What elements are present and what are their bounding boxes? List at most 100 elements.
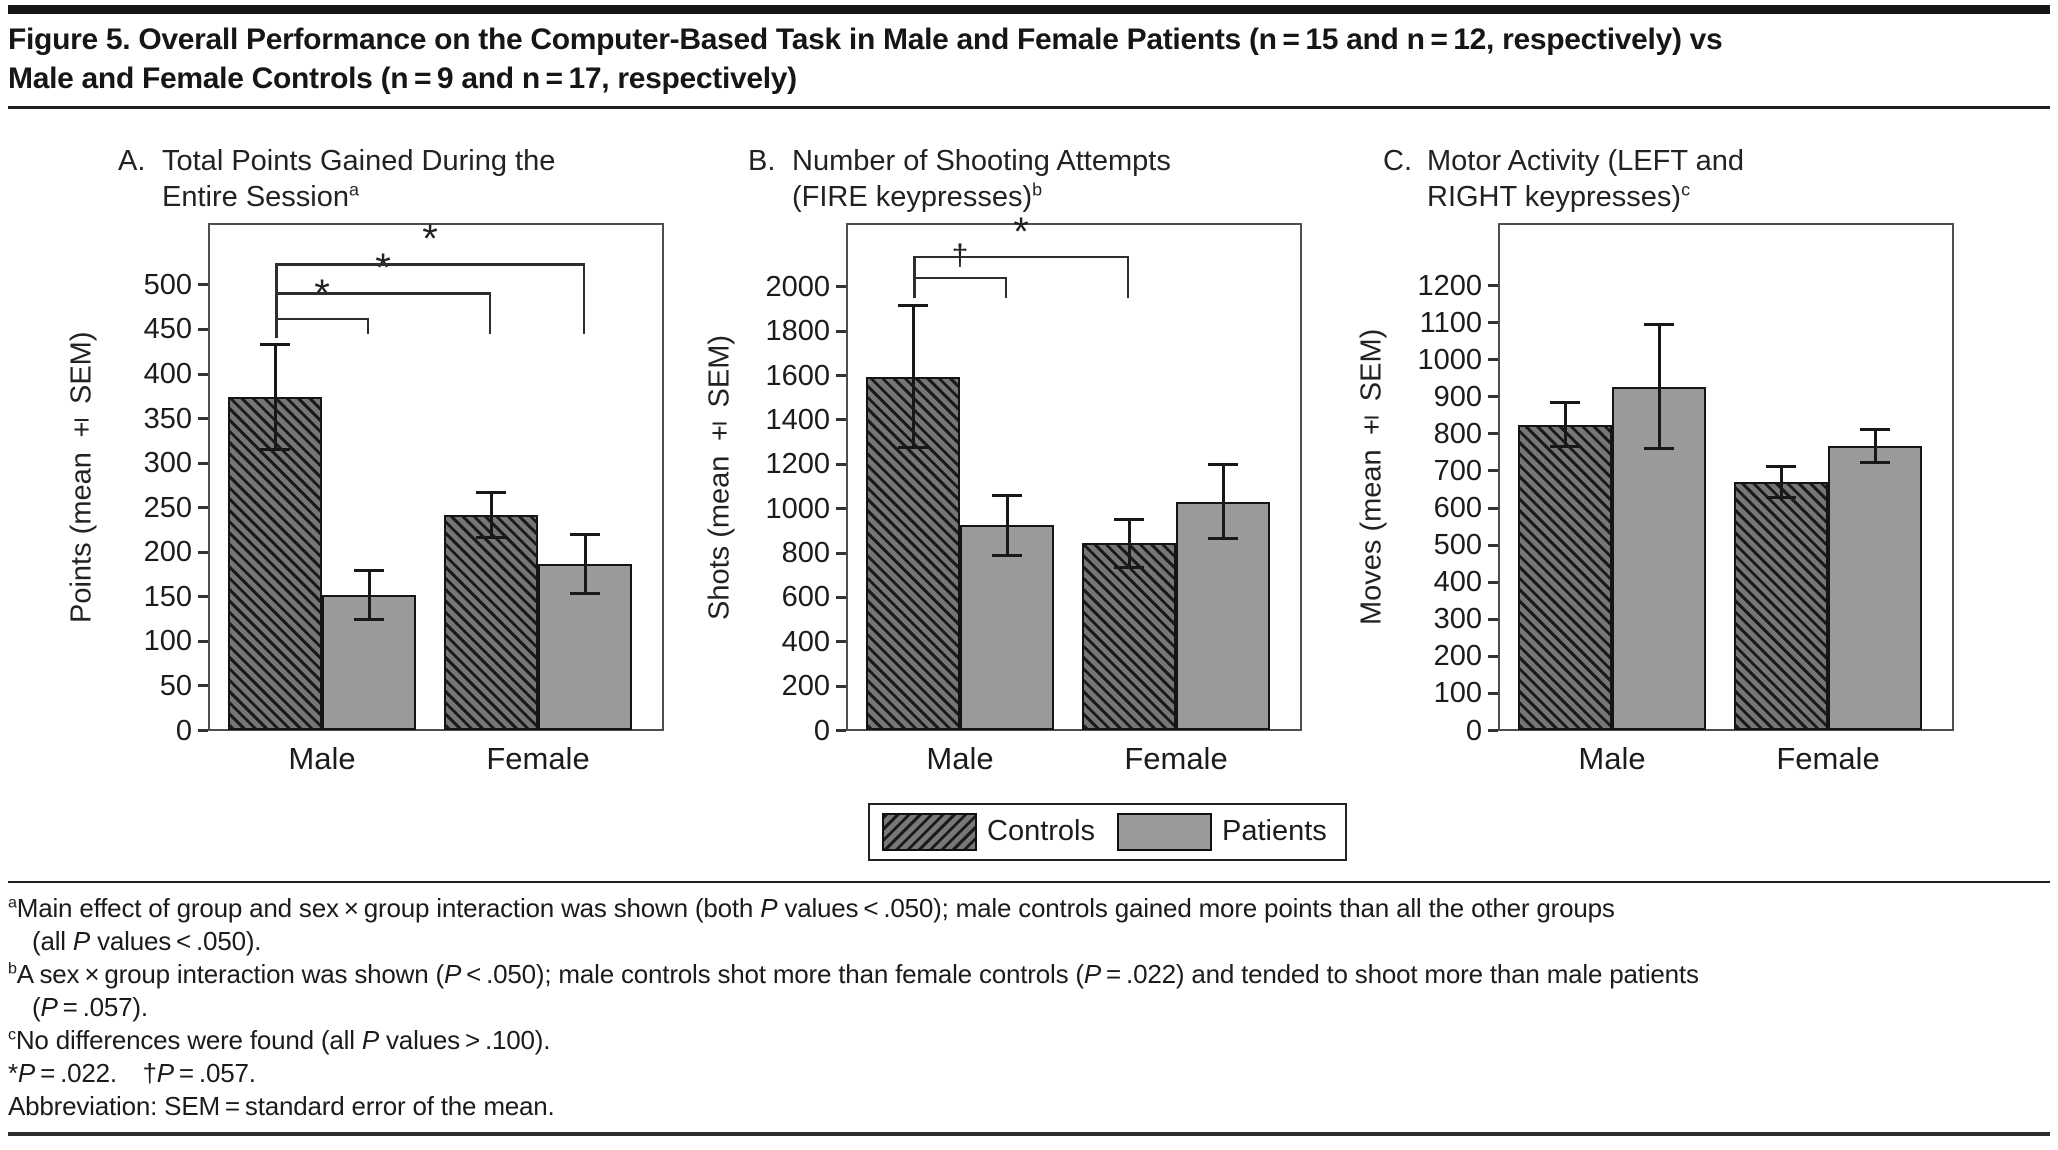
error-bar-male-controls-b-cap-top [898, 304, 928, 308]
error-bar-female-patients-c [1873, 429, 1877, 463]
sig-bracket-a-0-right [366, 317, 369, 334]
y-tick-a [198, 550, 208, 554]
panel-c-y-axis-label: Moves (mean ± SEM) [1355, 328, 1388, 625]
error-bar-female-patients-a [583, 534, 587, 594]
legend: Controls Patients [868, 802, 1347, 861]
error-bar-male-controls-a-cap-bottom [260, 448, 290, 452]
y-tick-a [198, 417, 208, 421]
error-bar-female-patients-b [1221, 464, 1225, 539]
error-bar-female-controls-c-cap-top [1766, 464, 1796, 468]
y-tick-b [836, 285, 846, 289]
y-tick-label-a: 450 [143, 313, 192, 346]
y-tick-a [198, 639, 208, 643]
footnote-symbols: *P = .022. †P = .057. [8, 1058, 256, 1088]
y-tick-label-a: 200 [143, 536, 192, 569]
error-bar-male-patients-a-cap-bottom [354, 617, 384, 621]
y-tick-a [198, 327, 208, 331]
bar-male-controls-a [228, 397, 322, 731]
y-tick-label-c: 400 [1433, 566, 1482, 599]
sig-bracket-b-0-label: † [952, 239, 969, 273]
y-tick-b [836, 374, 846, 378]
error-bar-male-controls-c-cap-bottom [1550, 445, 1580, 449]
y-tick-label-a: 400 [143, 358, 192, 390]
error-bar-female-controls-b-cap-bottom [1114, 565, 1144, 569]
y-tick-c [1488, 321, 1498, 325]
sig-bracket-b-1 [913, 255, 1129, 259]
y-tick-c [1488, 691, 1498, 695]
charts-area: A. Total Points Gained During the Entire … [8, 109, 2050, 871]
error-bar-female-controls-c-cap-bottom [1766, 496, 1796, 500]
y-tick-c [1488, 654, 1498, 658]
legend-controls-label: Controls [987, 815, 1095, 847]
sig-bracket-a-1 [275, 292, 491, 295]
error-bar-female-patients-c-cap-top [1860, 427, 1890, 431]
y-tick-label-c: 1000 [1417, 343, 1482, 376]
x-label-female-a: Female [486, 740, 590, 776]
y-tick-a [198, 595, 208, 599]
sig-bracket-a-2-left [275, 263, 278, 339]
error-bar-female-controls-b [1127, 519, 1131, 567]
y-tick-c [1488, 432, 1498, 436]
error-bar-male-patients-c-cap-bottom [1644, 447, 1674, 451]
y-tick-c [1488, 284, 1498, 288]
error-bar-male-controls-a-cap-top [260, 343, 290, 347]
bottom-rule [8, 1132, 2050, 1136]
y-tick-b [836, 507, 846, 511]
y-tick-a [198, 684, 208, 688]
y-tick-b [836, 551, 846, 555]
y-tick-c [1488, 395, 1498, 399]
y-tick-b [836, 418, 846, 422]
error-bar-female-patients-c-cap-bottom [1860, 461, 1890, 465]
y-tick-label-b: 600 [781, 581, 830, 614]
panel-b-marker: B. [748, 144, 776, 177]
y-tick-label-b: 1600 [765, 359, 830, 392]
figure-title-line2: Male and Female Controls (n = 9 and n = … [8, 62, 797, 95]
error-bar-male-controls-b-cap-bottom [898, 446, 928, 450]
y-tick-c [1488, 580, 1498, 584]
panel-a-marker: A. [118, 144, 146, 177]
y-tick-b [836, 462, 846, 466]
sig-bracket-a-0 [275, 317, 369, 321]
error-bar-male-patients-a [367, 570, 371, 620]
y-tick-label-b: 800 [781, 537, 830, 570]
footnote-c: cNo differences were found (all P values… [8, 1025, 551, 1055]
y-tick-label-c: 600 [1433, 492, 1482, 525]
bar-female-controls-b [1082, 543, 1176, 731]
panel-b-title-text: Number of Shooting Attempts (FIRE keypres… [792, 144, 1171, 213]
y-tick-label-a: 150 [143, 580, 192, 613]
sig-bracket-b-1-right [1126, 255, 1129, 298]
y-tick-b [836, 684, 846, 688]
y-tick-label-b: 1200 [765, 448, 830, 481]
figure-title-line1: Figure 5. Overall Performance on the Com… [8, 23, 1723, 56]
y-tick-label-a: 350 [143, 402, 192, 435]
panel-c-title: C. Motor Activity (LEFT and RIGHT keypres… [1383, 143, 1744, 215]
sig-bracket-b-0 [913, 276, 1007, 280]
error-bar-female-controls-c [1779, 466, 1783, 498]
y-tick-label-c: 1200 [1417, 269, 1482, 302]
sig-bracket-a-1-label: * [375, 246, 391, 291]
error-bar-female-patients-b-cap-bottom [1208, 537, 1238, 541]
y-tick-a [198, 729, 208, 732]
panel-b-title: B. Number of Shooting Attempts (FIRE keyp… [748, 143, 1171, 215]
y-tick-b [836, 640, 846, 644]
bar-male-controls-c [1518, 424, 1612, 731]
sig-bracket-a-2-right [582, 263, 585, 334]
y-tick-label-b: 2000 [765, 270, 830, 303]
y-tick-label-b: 1800 [765, 315, 830, 348]
title-rule [8, 106, 2050, 109]
error-bar-male-patients-b [1005, 495, 1009, 556]
y-tick-label-b: 0 [813, 714, 830, 747]
sig-bracket-b-1-label: * [1013, 209, 1029, 254]
x-label-female-c: Female [1776, 740, 1880, 776]
error-bar-female-controls-b-cap-top [1114, 517, 1144, 521]
y-tick-b [836, 729, 846, 732]
footnote-abbreviation: Abbreviation: SEM = standard error of th… [8, 1091, 555, 1121]
footnote-a: aMain effect of group and sex × group in… [8, 893, 1615, 956]
y-tick-a [198, 372, 208, 376]
y-tick-b [836, 329, 846, 333]
footnote-rule [8, 880, 2050, 883]
x-label-female-b: Female [1124, 740, 1228, 776]
legend-patients-swatch [1117, 812, 1212, 851]
y-tick-label-b: 200 [781, 670, 830, 703]
y-tick-label-a: 100 [143, 625, 192, 658]
